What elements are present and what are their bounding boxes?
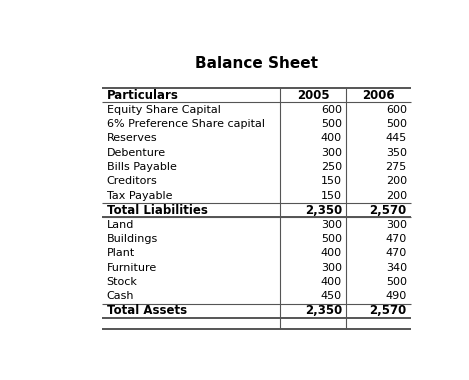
- Text: 490: 490: [386, 291, 407, 301]
- Text: 300: 300: [321, 220, 342, 230]
- Text: 6% Preference Share capital: 6% Preference Share capital: [106, 119, 265, 129]
- Text: Stock: Stock: [106, 277, 137, 287]
- Text: 445: 445: [386, 133, 407, 143]
- Text: 400: 400: [321, 277, 342, 287]
- Text: Reserves: Reserves: [106, 133, 157, 143]
- Text: 2,350: 2,350: [305, 204, 342, 217]
- Text: 2,350: 2,350: [305, 304, 342, 317]
- Text: Particulars: Particulars: [106, 89, 179, 102]
- Text: 150: 150: [321, 176, 342, 187]
- Text: 450: 450: [321, 291, 342, 301]
- Text: 200: 200: [386, 176, 407, 187]
- Text: 300: 300: [386, 220, 407, 230]
- Text: 600: 600: [321, 105, 342, 115]
- Text: 470: 470: [386, 234, 407, 244]
- Text: 400: 400: [321, 133, 342, 143]
- Text: Creditors: Creditors: [106, 176, 158, 187]
- Text: Balance Sheet: Balance Sheet: [195, 56, 318, 71]
- Text: 300: 300: [321, 263, 342, 272]
- Text: Tax Payable: Tax Payable: [106, 191, 172, 201]
- Text: Equity Share Capital: Equity Share Capital: [106, 105, 220, 115]
- Text: 2,570: 2,570: [370, 204, 407, 217]
- Text: Bills Payable: Bills Payable: [106, 162, 176, 172]
- Text: 2,570: 2,570: [370, 304, 407, 317]
- Text: 400: 400: [321, 248, 342, 258]
- Text: 500: 500: [386, 119, 407, 129]
- Text: 2006: 2006: [363, 89, 395, 102]
- Text: 250: 250: [321, 162, 342, 172]
- Text: Furniture: Furniture: [106, 263, 157, 272]
- Text: Total Assets: Total Assets: [106, 304, 187, 317]
- Text: 340: 340: [386, 263, 407, 272]
- Text: 470: 470: [386, 248, 407, 258]
- Text: Cash: Cash: [106, 291, 134, 301]
- Text: 275: 275: [386, 162, 407, 172]
- Text: 600: 600: [386, 105, 407, 115]
- Text: Land: Land: [106, 220, 134, 230]
- Text: Plant: Plant: [106, 248, 135, 258]
- Text: Debenture: Debenture: [106, 148, 166, 158]
- Text: Buildings: Buildings: [106, 234, 158, 244]
- Text: Total Liabilities: Total Liabilities: [106, 204, 207, 217]
- Text: 500: 500: [321, 119, 342, 129]
- Text: 150: 150: [321, 191, 342, 201]
- Text: 200: 200: [386, 191, 407, 201]
- Text: 500: 500: [321, 234, 342, 244]
- Text: 300: 300: [321, 148, 342, 158]
- Text: 350: 350: [386, 148, 407, 158]
- Text: 500: 500: [386, 277, 407, 287]
- Text: 2005: 2005: [297, 89, 329, 102]
